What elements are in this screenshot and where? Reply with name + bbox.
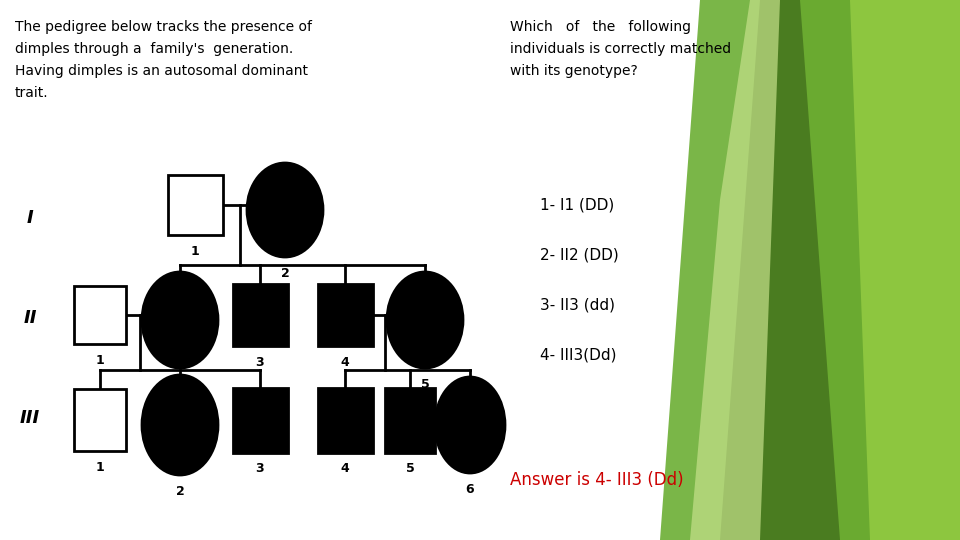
Text: trait.: trait. xyxy=(15,86,49,100)
Ellipse shape xyxy=(142,272,218,368)
Text: 2: 2 xyxy=(176,378,184,391)
Bar xyxy=(232,388,287,453)
Text: 2- II2 (DD): 2- II2 (DD) xyxy=(540,247,619,262)
Text: 1: 1 xyxy=(191,245,200,258)
Text: III: III xyxy=(20,409,40,427)
Text: 3- II3 (dd): 3- II3 (dd) xyxy=(540,298,615,313)
Text: The pedigree below tracks the presence of: The pedigree below tracks the presence o… xyxy=(15,20,312,34)
Text: II: II xyxy=(23,309,36,327)
Bar xyxy=(318,388,372,453)
Text: 3: 3 xyxy=(255,462,264,476)
Text: 1: 1 xyxy=(96,354,105,367)
Bar xyxy=(385,388,435,453)
Bar xyxy=(167,175,223,235)
Polygon shape xyxy=(660,0,780,540)
Polygon shape xyxy=(690,0,780,540)
Text: with its genotype?: with its genotype? xyxy=(510,64,637,78)
Polygon shape xyxy=(720,0,960,540)
Text: 1- I1 (DD): 1- I1 (DD) xyxy=(540,198,614,213)
Bar xyxy=(232,284,287,346)
Ellipse shape xyxy=(435,377,505,473)
Bar xyxy=(74,286,126,344)
Text: 1: 1 xyxy=(96,461,105,474)
Text: dimples through a  family's  generation.: dimples through a family's generation. xyxy=(15,42,293,56)
Text: 6: 6 xyxy=(466,483,474,496)
Ellipse shape xyxy=(247,163,323,257)
Text: 4: 4 xyxy=(341,356,349,369)
Text: 4: 4 xyxy=(341,462,349,476)
Text: 2: 2 xyxy=(280,267,289,280)
Text: Which   of   the   following: Which of the following xyxy=(510,20,691,34)
Text: 4- III3(Dd): 4- III3(Dd) xyxy=(540,348,616,362)
Bar xyxy=(74,389,126,451)
Polygon shape xyxy=(850,0,960,540)
Text: 2: 2 xyxy=(176,485,184,498)
Polygon shape xyxy=(800,0,960,540)
Text: individuals is correctly matched: individuals is correctly matched xyxy=(510,42,732,56)
Bar xyxy=(318,284,372,346)
Ellipse shape xyxy=(387,272,463,368)
Text: 3: 3 xyxy=(255,356,264,369)
Ellipse shape xyxy=(142,375,218,475)
Text: 5: 5 xyxy=(420,378,429,391)
Text: Having dimples is an autosomal dominant: Having dimples is an autosomal dominant xyxy=(15,64,308,78)
Text: 5: 5 xyxy=(406,462,415,476)
Text: Answer is 4- III3 (Dd): Answer is 4- III3 (Dd) xyxy=(510,471,684,489)
Text: I: I xyxy=(27,209,34,227)
